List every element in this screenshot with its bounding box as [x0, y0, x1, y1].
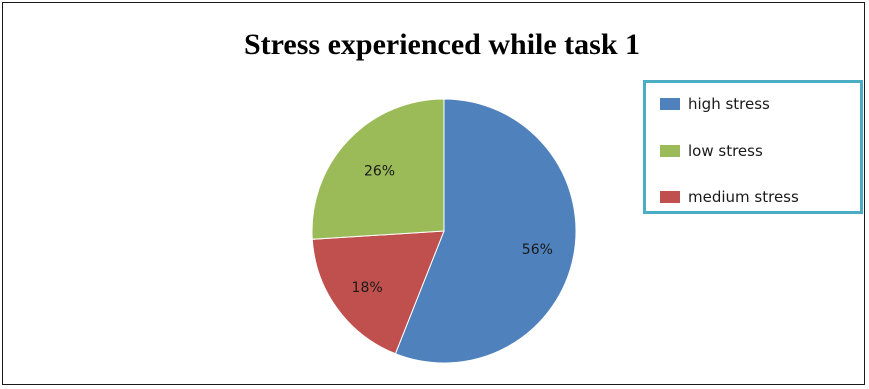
- legend-swatch-medium-stress: [660, 191, 680, 203]
- legend-label-high-stress: high stress: [688, 95, 770, 113]
- legend-item-low-stress: low stress: [660, 141, 763, 161]
- pie-slice-high-stress: [394, 98, 577, 364]
- legend-item-medium-stress: medium stress: [660, 187, 799, 207]
- legend-label-low-stress: low stress: [688, 142, 763, 160]
- pie-label-high-stress: 56%: [522, 242, 553, 258]
- legend: high stress low stress medium stress: [643, 80, 863, 214]
- pie-value-labels: 56% 18% 26%: [352, 163, 553, 295]
- chart-title: Stress experienced while task 1: [243, 28, 641, 61]
- legend-label-medium-stress: medium stress: [688, 188, 799, 206]
- legend-item-high-stress: high stress: [660, 94, 770, 114]
- legend-swatch-high-stress: [660, 98, 680, 110]
- pie-label-low-stress: 26%: [364, 163, 395, 179]
- legend-swatch-low-stress: [660, 145, 680, 157]
- pie-label-medium-stress: 18%: [352, 280, 383, 296]
- pie-slice-medium-stress: [311, 230, 445, 355]
- pie-slice-low-stress: [311, 98, 445, 240]
- pie-slices: [311, 98, 577, 364]
